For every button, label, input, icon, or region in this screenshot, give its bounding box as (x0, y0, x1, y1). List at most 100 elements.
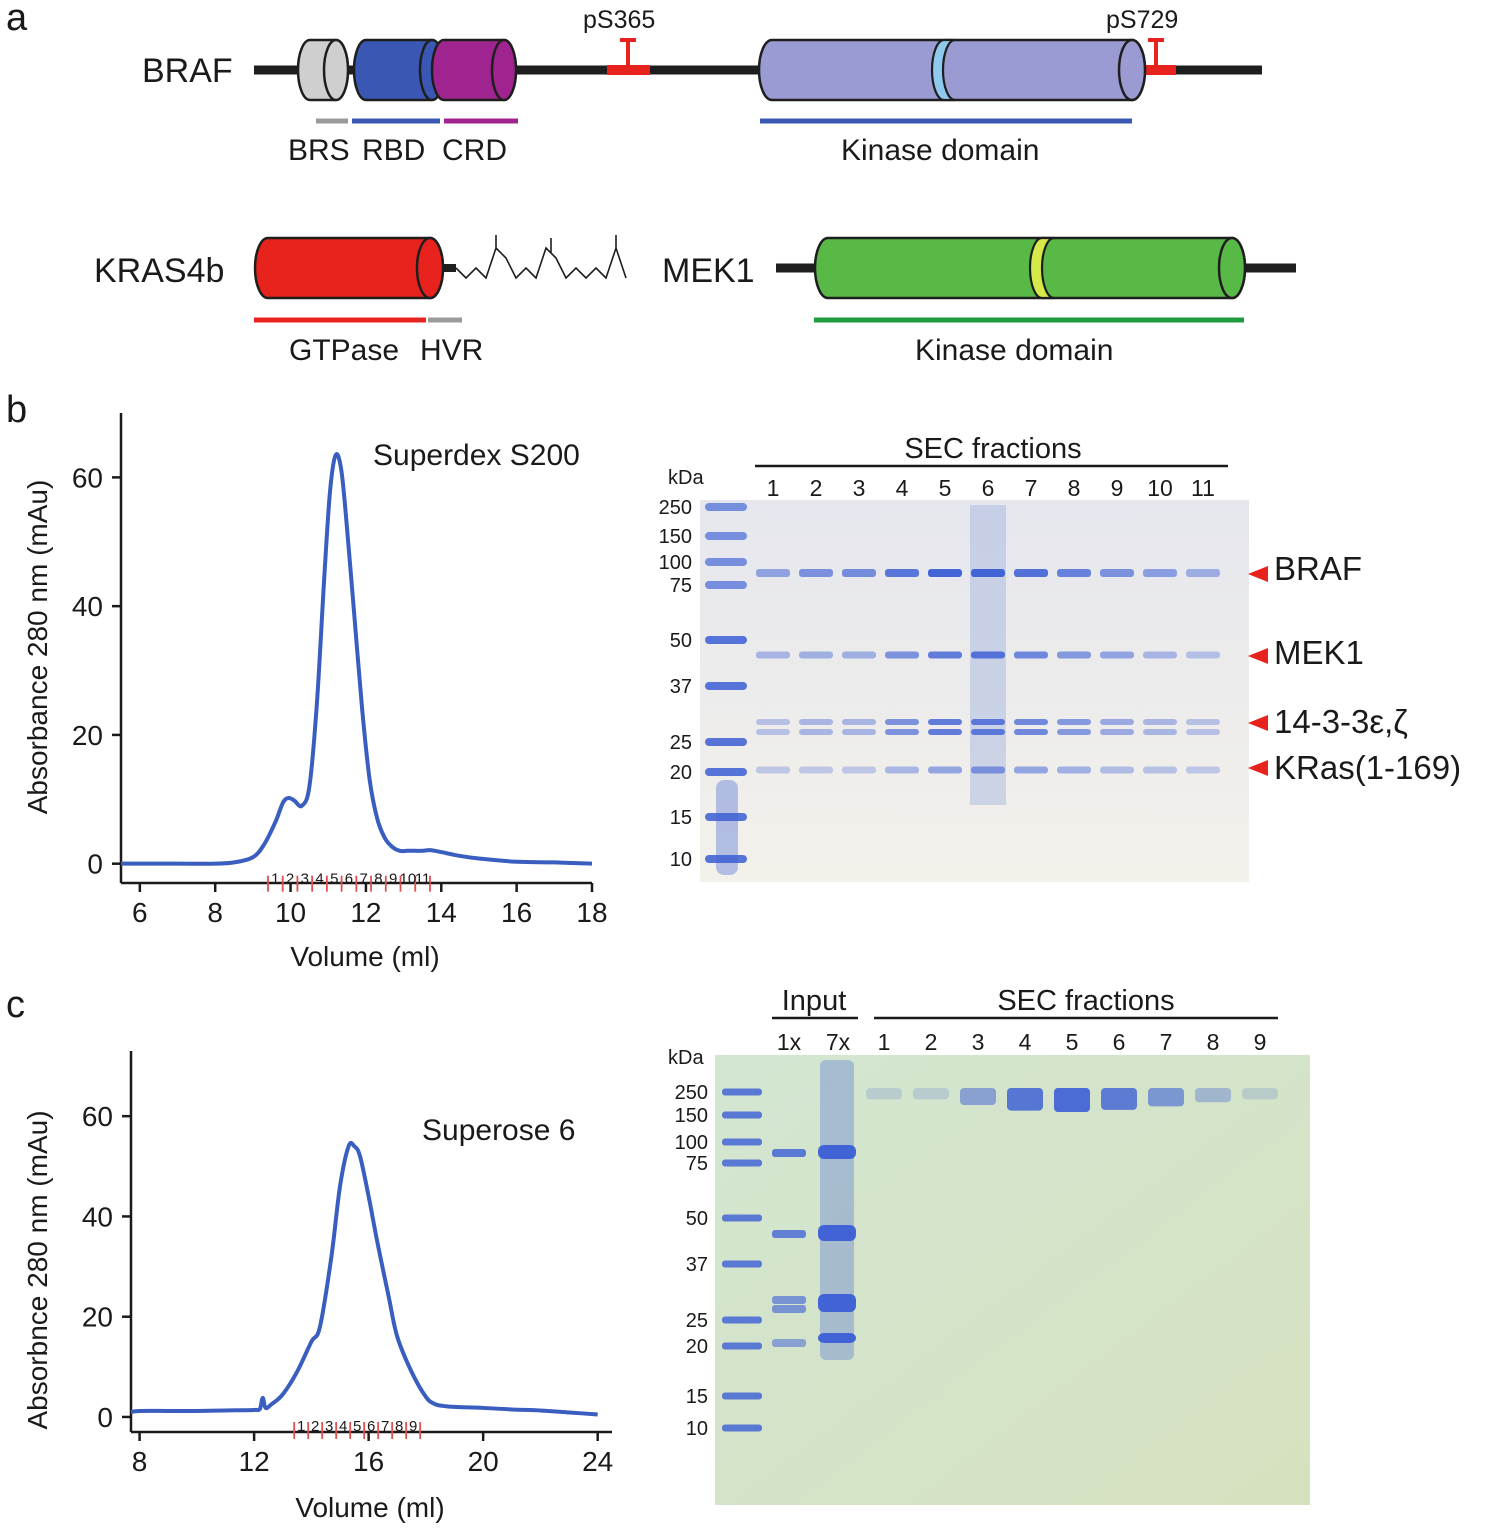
absorbance-trace (130, 1140, 598, 1417)
fraction-label: 5 (330, 871, 338, 888)
gel-band (842, 651, 876, 659)
marker-band (705, 532, 747, 540)
x-tick-label: 12 (350, 897, 381, 928)
fraction-label: 3 (325, 1418, 333, 1435)
x-tick-label: 12 (239, 1446, 270, 1477)
marker-label: 15 (670, 807, 692, 829)
fraction-label: 11 (415, 871, 431, 888)
gtpase-label: GTPase (289, 334, 399, 367)
y-tick-label: 60 (72, 462, 103, 493)
chart-superose: Superose 6 Volume (ml) Absorbnce 280 nm … (22, 1051, 613, 1523)
marker-label: 150 (659, 526, 692, 548)
label-1433: 14-3-3ε,ζ (1274, 703, 1408, 740)
gel-band (928, 719, 962, 725)
input-lane-label: 7x (826, 1029, 851, 1055)
gel-band (1186, 766, 1220, 774)
sec-fraction-band (866, 1088, 902, 1100)
sec-lane-label: 3 (972, 1029, 985, 1055)
y-tick-label: 0 (87, 849, 103, 880)
marker-label: 10 (670, 849, 692, 871)
gel-band (1100, 729, 1134, 735)
braf-label: BRAF (142, 52, 233, 90)
chart-b-xlabel: Volume (ml) (290, 941, 439, 972)
gel-band (1100, 766, 1134, 774)
fraction-label: 2 (286, 871, 294, 888)
x-tick-label: 10 (275, 897, 306, 928)
gel-band (756, 719, 790, 725)
gel-band (885, 569, 919, 577)
gel-c-input-title: Input (782, 985, 847, 1017)
marker-band (722, 1088, 762, 1096)
pS365-label: pS365 (583, 6, 655, 34)
gel-band (1014, 719, 1048, 725)
gel-band (1014, 651, 1048, 659)
fraction-label: 9 (389, 871, 397, 888)
braf-diagram: BRAF pS365 pS729 (142, 6, 1262, 167)
gel-band (1186, 719, 1220, 725)
input-7x-band (818, 1294, 856, 1312)
x-tick-label: 6 (132, 897, 148, 928)
input-1x-band (772, 1305, 806, 1313)
marker-band (722, 1342, 762, 1350)
gtpase-domain (253, 236, 445, 300)
gel-band (971, 766, 1005, 774)
gel-band (799, 719, 833, 725)
gel-band (842, 729, 876, 735)
gel-b-kda: kDa (668, 467, 704, 489)
mek1-diagram: MEK1 Kinase domain (662, 236, 1296, 367)
gel-band (756, 651, 790, 659)
gel-band (885, 766, 919, 774)
x-tick-label: 16 (501, 897, 532, 928)
gel-band (928, 766, 962, 774)
chart-c-ylabel: Absorbnce 280 nm (mAu) (22, 1110, 53, 1429)
input-1x-band (772, 1230, 806, 1238)
marker-label: 150 (675, 1105, 708, 1127)
marker-label: 25 (686, 1310, 708, 1332)
gel-band (928, 569, 962, 577)
lane-label: 9 (1111, 475, 1124, 501)
gel-band (1057, 719, 1091, 725)
chart-b-ylabel: Absorbance 280 nm (mAu) (22, 480, 53, 815)
fraction-label: 8 (374, 871, 382, 888)
chart-superdex: Superdex S200 Volume (ml) Absorbance 280… (22, 413, 608, 972)
fraction-label: 7 (360, 871, 368, 888)
sec-fraction-band (1148, 1088, 1184, 1107)
gel-band (928, 729, 962, 735)
marker-band (722, 1111, 762, 1119)
marker-label: 250 (675, 1082, 708, 1104)
marker-label: 75 (686, 1153, 708, 1175)
gel-b-lane-labels: 1 2 3 4 5 6 7 8 9 10 11 (767, 475, 1215, 501)
gel-band (971, 651, 1005, 659)
fraction-label: 4 (315, 871, 323, 888)
x-tick-label: 20 (468, 1446, 499, 1477)
y-tick-label: 60 (82, 1101, 113, 1132)
sec-lane-label: 4 (1019, 1029, 1032, 1055)
lane-label: 7 (1025, 475, 1038, 501)
marker-band (705, 581, 747, 589)
marker-band (722, 1138, 762, 1146)
marker-band (705, 738, 747, 746)
marker-band (722, 1316, 762, 1324)
chart-c-title: Superose 6 (422, 1114, 575, 1147)
sec-fraction-band (913, 1088, 949, 1100)
x-tick-label: 8 (132, 1446, 148, 1477)
gel-band (1143, 729, 1177, 735)
lane-label: 5 (939, 475, 952, 501)
farnesyl-chain-icon (455, 245, 627, 280)
gel-band (799, 729, 833, 735)
x-tick-label: 24 (582, 1446, 613, 1477)
gel-band (971, 569, 1005, 577)
panel-b-letter: b (6, 389, 27, 431)
fraction-label: 6 (345, 871, 353, 888)
marker-label: 50 (686, 1208, 708, 1230)
input-7x-band (818, 1225, 856, 1241)
marker-label: 37 (670, 676, 692, 698)
gel-band (842, 766, 876, 774)
input-7x-band (818, 1333, 856, 1343)
phospho-marker-365 (620, 38, 636, 70)
input-1x-band (772, 1149, 806, 1157)
gel-b-protein-labels: BRAF MEK1 14-3-3ε,ζ KRas(1-169) (1248, 550, 1461, 786)
gel-band (842, 719, 876, 725)
mek1-kinase-label: Kinase domain (915, 334, 1113, 367)
